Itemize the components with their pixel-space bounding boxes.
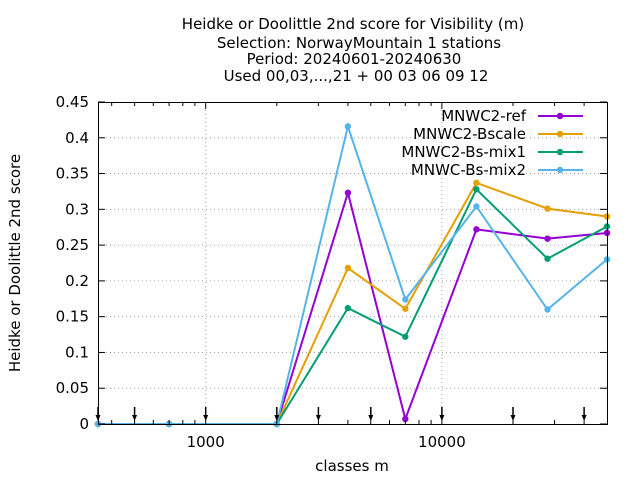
- legend-entry-marker: [556, 166, 564, 174]
- y-tick-label: 0.4: [65, 129, 89, 147]
- data-point: [473, 186, 480, 193]
- series-line: [98, 122, 608, 425]
- data-point: [544, 235, 551, 242]
- y-tick-label: 0.2: [65, 272, 89, 290]
- title-line-2: Selection: NorwayMountain 1 stations: [217, 34, 501, 52]
- legend: MNWC2-refMNWC2-BscaleMNWC2-Bs-mix1MNWC-B…: [401, 107, 583, 179]
- data-point: [402, 333, 409, 340]
- series-line: [98, 189, 608, 425]
- data-point: [344, 264, 352, 272]
- y-tick-label: 0.15: [56, 308, 89, 326]
- legend-entry-marker: [556, 130, 564, 138]
- y-tick-label: 0.1: [65, 343, 89, 361]
- x-tick-label: 1000: [187, 433, 225, 451]
- class-marker-arrow: [368, 415, 374, 421]
- axis-ticks: 0 0.05 0.1 0.15 0.2 0.25 0.3 0.35 0.4 0.45 1000 100…: [56, 93, 607, 451]
- class-markers: [95, 407, 587, 421]
- y-axis-label: Heidke or Doolittle 2nd score: [6, 154, 24, 372]
- title-line-4: Used 00,03,...,21 + 00 03 06 09 12: [224, 67, 489, 85]
- legend-entry-label: MNWC-Bs-mix2: [411, 161, 526, 179]
- data-point: [473, 179, 480, 187]
- legend-entry-label: MNWC2-Bscale: [413, 125, 526, 143]
- class-marker-arrow: [510, 415, 516, 421]
- y-tick-label: 0.05: [56, 379, 89, 397]
- y-tick-label: 0: [79, 415, 89, 433]
- legend-entry-label: MNWC2-ref: [441, 107, 526, 125]
- class-marker-arrow: [315, 415, 321, 421]
- legend-entry-marker: [556, 112, 564, 120]
- grid: [98, 102, 607, 424]
- title-line-3: Period: 20240601-20240630: [247, 50, 462, 68]
- class-marker-arrow: [581, 415, 587, 421]
- data-point: [473, 226, 480, 233]
- y-tick-label: 0.45: [56, 93, 89, 111]
- class-marker-arrow: [203, 415, 209, 421]
- data-point: [344, 123, 352, 130]
- data-point: [544, 205, 551, 212]
- series-lines: [94, 122, 611, 428]
- class-marker-arrow: [132, 415, 138, 421]
- class-marker-arrow: [274, 415, 280, 421]
- chart-title: Heidke or Doolittle 2nd score for Visibi…: [182, 15, 524, 85]
- series-line: [98, 187, 608, 425]
- data-point: [402, 415, 409, 423]
- y-tick-label: 0.35: [56, 165, 89, 183]
- x-tick-label: 10000: [418, 433, 466, 451]
- data-point: [402, 305, 409, 312]
- data-point: [544, 306, 551, 313]
- class-marker-arrow: [439, 415, 445, 421]
- legend-entry-label: MNWC2-Bs-mix1: [401, 143, 526, 161]
- data-point: [473, 203, 480, 210]
- y-tick-label: 0.3: [65, 200, 89, 218]
- y-tick-label: 0.25: [56, 236, 89, 254]
- data-point: [344, 304, 352, 312]
- data-point: [402, 296, 409, 303]
- class-marker-arrow: [95, 415, 101, 421]
- data-point: [544, 255, 551, 262]
- title-line-1: Heidke or Doolittle 2nd score for Visibi…: [182, 15, 524, 33]
- legend-entry-marker: [556, 148, 564, 156]
- x-axis-label: classes m: [315, 457, 389, 475]
- data-point: [344, 189, 352, 197]
- plot-frame: [98, 102, 608, 425]
